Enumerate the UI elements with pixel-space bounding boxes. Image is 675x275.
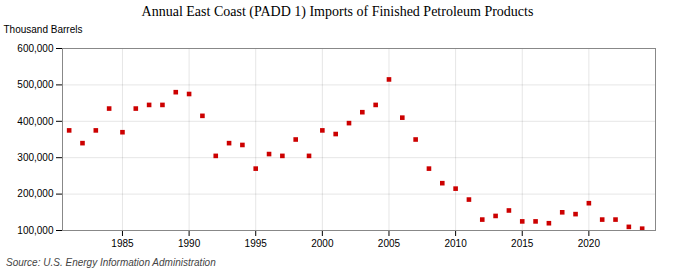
svg-text:500,000: 500,000 <box>17 79 54 90</box>
svg-text:1985: 1985 <box>111 238 134 249</box>
svg-text:1995: 1995 <box>245 238 268 249</box>
svg-text:200,000: 200,000 <box>17 188 54 199</box>
svg-text:600,000: 600,000 <box>17 43 54 54</box>
svg-text:2010: 2010 <box>444 238 467 249</box>
html-text:Annual East Coast (PADD 1) Imp: Annual East Coast (PADD 1) Imports of Fi… <box>141 4 534 19</box>
svg-text:100,000: 100,000 <box>17 225 54 236</box>
svg-text:2015: 2015 <box>511 238 534 249</box>
svg-text:400,000: 400,000 <box>17 116 54 127</box>
svg-text:1990: 1990 <box>178 238 201 249</box>
svg-text:300,000: 300,000 <box>17 152 54 163</box>
svg-text:2020: 2020 <box>578 238 601 249</box>
svg-text:Thousand Barrels: Thousand Barrels <box>4 24 83 35</box>
html-text:Source: U.S. Energy Informatio: Source: U.S. Energy Information Administ… <box>6 257 216 268</box>
svg-text:2005: 2005 <box>378 238 401 249</box>
svg-text:2000: 2000 <box>311 238 334 249</box>
